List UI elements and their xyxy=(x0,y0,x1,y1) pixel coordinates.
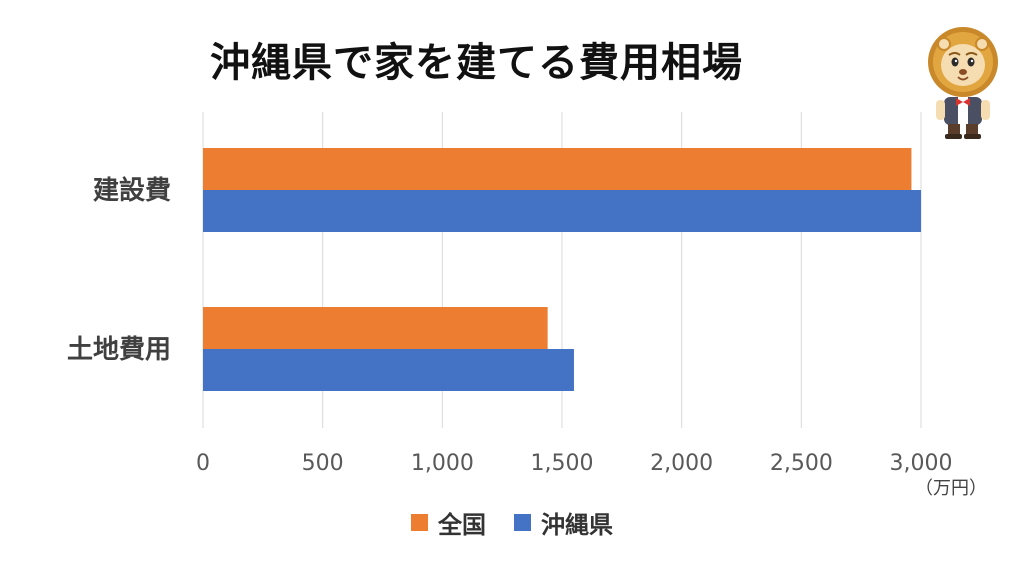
bar-okinawa xyxy=(203,349,574,391)
legend-item-national: 全国 xyxy=(411,505,486,540)
bar-national xyxy=(203,307,548,349)
category-label: 土地費用 xyxy=(67,335,171,365)
x-tick-labels: 0 500 1,000 1,500 2,000 2,500 3,000 xyxy=(196,451,952,476)
x-tick-label: 2,500 xyxy=(770,451,833,476)
x-tick-label: 500 xyxy=(302,451,344,476)
legend-label-national: 全国 xyxy=(438,511,486,539)
chart-title: 沖縄県で家を建てる費用相場 xyxy=(210,40,743,86)
legend: 全国 沖縄県 xyxy=(0,505,1024,540)
bar-national xyxy=(203,148,912,190)
x-tick-label: 1,500 xyxy=(531,451,594,476)
x-tick-label: 3,000 xyxy=(890,451,953,476)
x-tick-label: 2,000 xyxy=(650,451,713,476)
lion-mascot-icon xyxy=(928,27,998,139)
bar-okinawa xyxy=(203,190,921,232)
legend-swatch-national xyxy=(411,514,428,531)
x-tick-label: 0 xyxy=(196,451,210,476)
legend-item-okinawa: 沖縄県 xyxy=(514,505,613,540)
x-tick-label: 1,000 xyxy=(411,451,474,476)
legend-swatch-okinawa xyxy=(514,514,531,531)
legend-label-okinawa: 沖縄県 xyxy=(541,511,613,539)
unit-label: （万円） xyxy=(915,478,987,499)
category-label: 建設費 xyxy=(93,175,171,206)
bars xyxy=(203,148,921,391)
